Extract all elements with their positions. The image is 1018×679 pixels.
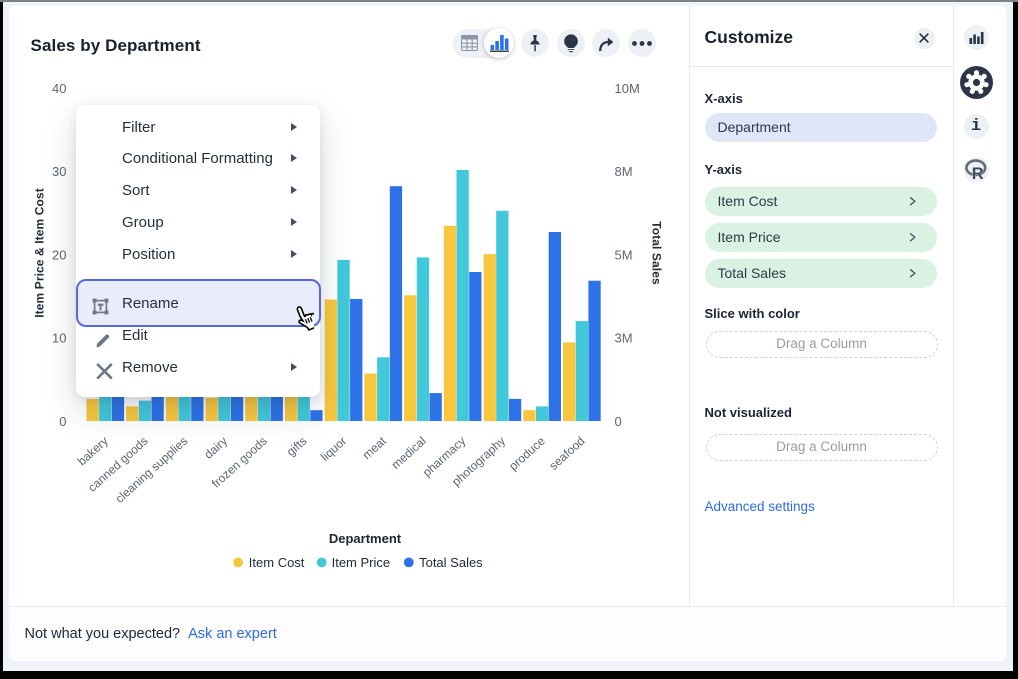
svg-text:Total Sales: Total Sales (650, 221, 664, 285)
svg-text:cleaning supplies: cleaning supplies (113, 434, 191, 506)
svg-text:dairy: dairy (201, 434, 230, 462)
svg-text:meat: meat (360, 433, 390, 462)
svg-text:gifts: gifts (284, 434, 310, 459)
svg-text:Item Price: Item Price (332, 555, 391, 570)
svg-text:bakery: bakery (75, 434, 111, 469)
svg-text:5M: 5M (615, 248, 633, 263)
svg-text:10: 10 (52, 331, 66, 346)
svg-text:40: 40 (52, 81, 66, 96)
svg-text:seafood: seafood (546, 434, 587, 473)
svg-text:Item Price & Item Cost: Item Price & Item Cost (33, 188, 47, 318)
svg-text:R: R (971, 165, 983, 181)
svg-text:0: 0 (615, 414, 622, 429)
svg-text:0: 0 (59, 414, 66, 429)
svg-text:Total Sales: Total Sales (419, 555, 483, 570)
svg-text:3M: 3M (615, 331, 633, 346)
svg-text:20: 20 (52, 248, 66, 263)
svg-text:30: 30 (52, 164, 66, 179)
svg-text:liquor: liquor (318, 434, 349, 464)
svg-text:8M: 8M (615, 164, 633, 179)
svg-text:produce: produce (506, 434, 548, 474)
svg-text:10M: 10M (615, 81, 640, 96)
svg-text:Department: Department (329, 531, 402, 546)
svg-text:Item Cost: Item Cost (249, 555, 305, 570)
